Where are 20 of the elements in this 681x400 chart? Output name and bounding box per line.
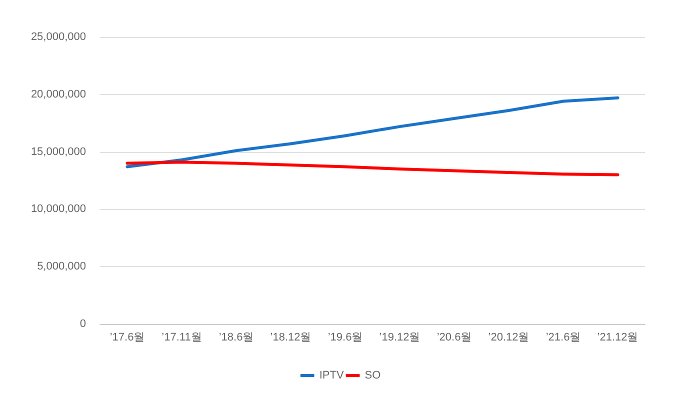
x-tick-label: ’17.11월: [162, 332, 202, 344]
legend-label: SO: [364, 370, 382, 382]
y-tick-label: 5,000,000: [37, 260, 86, 273]
x-tick-label: ’21.6월: [546, 332, 581, 344]
x-tick-label: ’19.6월: [328, 332, 363, 344]
x-tick-label: ’21.12월: [597, 332, 638, 344]
x-tick-label: ’18.6월: [218, 332, 254, 344]
x-tick-label: ’20.6월: [436, 332, 472, 344]
y-tick-label: 0: [80, 318, 86, 330]
line-series: [126, 96, 620, 168]
y-tick-label: 10,000,000: [30, 203, 86, 216]
y-tick-label: 20,000,000: [30, 88, 86, 100]
line-series: [126, 160, 620, 176]
x-tick-label: ’19.12월: [379, 332, 420, 344]
y-tick-label: 15,000,000: [30, 146, 86, 158]
legend-label: IPTV: [319, 370, 344, 382]
x-tick-label: ’17.6월: [110, 332, 145, 344]
x-tick-label: ’20.12월: [488, 332, 530, 344]
y-tick-label: 25,000,000: [30, 31, 86, 43]
x-tick-label: ’18.12월: [270, 332, 312, 344]
